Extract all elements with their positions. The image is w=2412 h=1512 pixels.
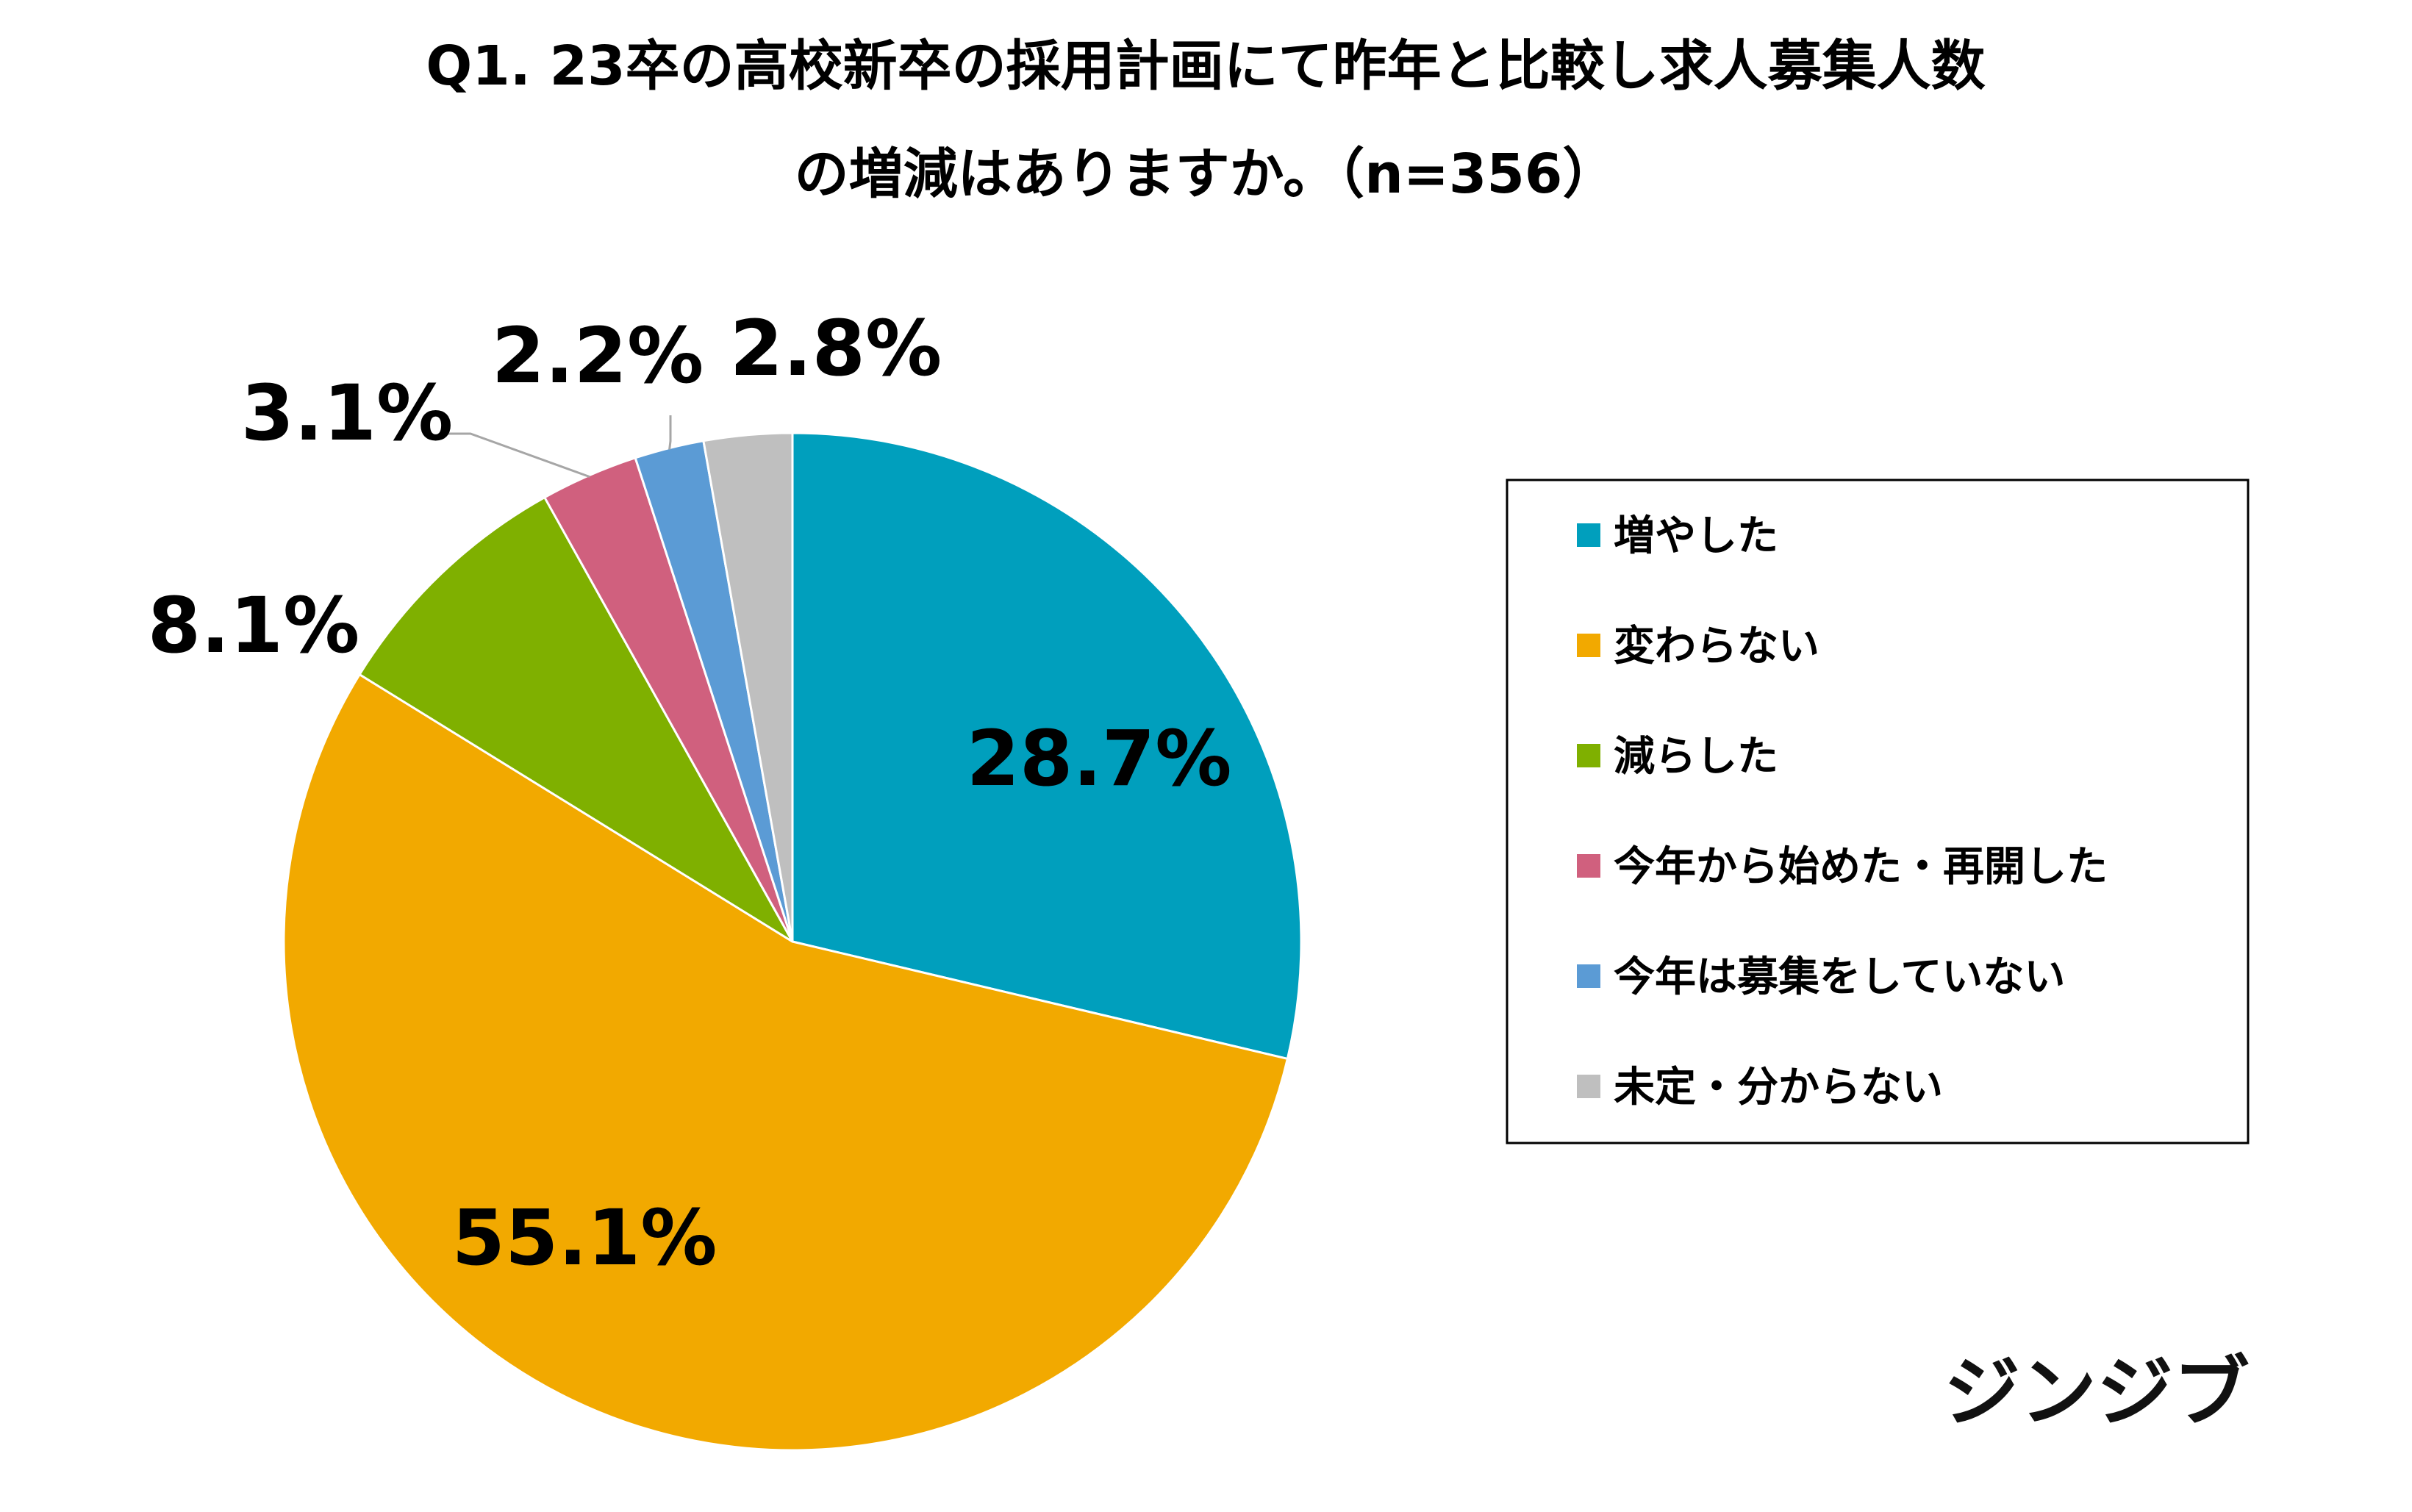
legend-label-3: 今年から始めた・再開した (1614, 843, 2108, 891)
data-label-0: 28.7% (967, 714, 1232, 803)
legend-label-1: 変わらない (1614, 623, 1819, 670)
legend-item-3: 今年から始めた・再開した (1577, 843, 2108, 891)
legend-swatch-0 (1577, 523, 1600, 547)
legend-swatch-3 (1577, 854, 1600, 878)
data-label-5: 2.8% (730, 304, 942, 393)
legend-label-4: 今年は募集をしていない (1614, 953, 2065, 1001)
legend-swatch-4 (1577, 964, 1600, 988)
data-label-1: 55.1% (452, 1193, 717, 1283)
legend-item-4: 今年は募集をしていない (1577, 953, 2065, 1001)
legend-item-5: 未定・分からない (1577, 1064, 1943, 1111)
data-label-2: 8.1% (148, 581, 359, 670)
chart-title-line-1: Q1. 23卒の高校新卒の採用計画にて昨年と比較し求人募集人数 (426, 35, 1985, 98)
legend-swatch-2 (1577, 744, 1600, 767)
leader-lines (443, 415, 672, 479)
legend-label-0: 増やした (1614, 512, 1778, 560)
legend-border (1506, 479, 2250, 1144)
legend-label-2: 減らした (1614, 733, 1778, 781)
legend-swatch-1 (1577, 634, 1600, 657)
legend-swatch-5 (1577, 1075, 1600, 1098)
pie-slices (282, 431, 1303, 1452)
legend: 増やした 変わらない 減らした 今年から始めた・再開した 今年は募集をしていない… (1506, 479, 2250, 1144)
data-label-4: 2.2% (492, 311, 704, 401)
leader-line-3 (443, 432, 590, 479)
brand-logo: ジンジブ (1944, 1347, 2250, 1437)
legend-item-0: 増やした (1577, 512, 1778, 560)
legend-label-5: 未定・分からない (1614, 1064, 1943, 1111)
data-labels: 28.7% 55.1% 8.1% 3.1% 2.2% 2.8% (148, 304, 1232, 1283)
chart-title-line-2: の増減はありますか。（n=356） (795, 143, 1617, 206)
pie-slice-2 (358, 496, 794, 943)
legend-item-1: 変わらない (1577, 623, 1819, 670)
legend-item-2: 減らした (1577, 733, 1778, 781)
pie-slice-0 (791, 431, 1303, 1060)
pie-slice-5 (702, 431, 794, 943)
pie-slice-1 (282, 673, 1289, 1452)
data-label-3: 3.1% (241, 368, 453, 458)
